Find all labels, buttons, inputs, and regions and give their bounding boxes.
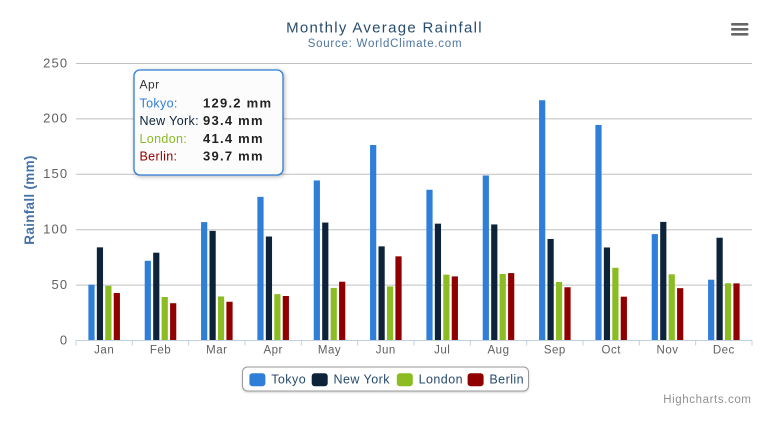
svg-text:150: 150 <box>43 166 68 181</box>
svg-text:Jul: Jul <box>434 345 450 357</box>
svg-text:Monthly Average Rainfall: Monthly Average Rainfall <box>286 20 483 37</box>
svg-text:Apr: Apr <box>263 345 282 357</box>
svg-text:Apr: Apr <box>140 78 160 92</box>
svg-text:Jun: Jun <box>376 345 396 357</box>
svg-text:Source: WorldClimate.com: Source: WorldClimate.com <box>308 38 463 50</box>
svg-text:250: 250 <box>43 55 68 70</box>
svg-text:Nov: Nov <box>657 345 679 357</box>
svg-text:London: London <box>419 373 463 387</box>
svg-text:Aug: Aug <box>488 345 510 357</box>
svg-text:Oct: Oct <box>602 345 622 357</box>
svg-text:Feb: Feb <box>150 345 171 357</box>
svg-text:Tokyo: Tokyo <box>271 373 306 387</box>
svg-text:New York:: New York: <box>140 114 199 128</box>
svg-text:100: 100 <box>43 222 68 237</box>
svg-text:200: 200 <box>43 111 68 126</box>
svg-text:New York: New York <box>334 373 391 387</box>
svg-text:Rainfall (mm): Rainfall (mm) <box>22 155 37 244</box>
svg-text:93.4 mm: 93.4 mm <box>203 113 264 128</box>
svg-text:Berlin:: Berlin: <box>140 149 178 163</box>
svg-text:Mar: Mar <box>206 345 227 357</box>
svg-text:Berlin: Berlin <box>489 373 524 387</box>
svg-text:41.4 mm: 41.4 mm <box>203 131 264 146</box>
svg-text:Sep: Sep <box>544 345 566 357</box>
svg-text:Jan: Jan <box>94 345 114 357</box>
svg-text:Tokyo:: Tokyo: <box>140 97 178 111</box>
svg-text:39.7 mm: 39.7 mm <box>203 148 264 163</box>
svg-text:May: May <box>318 345 341 357</box>
svg-text:129.2 mm: 129.2 mm <box>203 96 272 111</box>
svg-text:Dec: Dec <box>713 345 735 357</box>
svg-text:0: 0 <box>60 332 68 347</box>
svg-text:Highcharts.com: Highcharts.com <box>663 394 751 406</box>
svg-text:London:: London: <box>140 132 188 146</box>
svg-text:50: 50 <box>52 277 69 292</box>
